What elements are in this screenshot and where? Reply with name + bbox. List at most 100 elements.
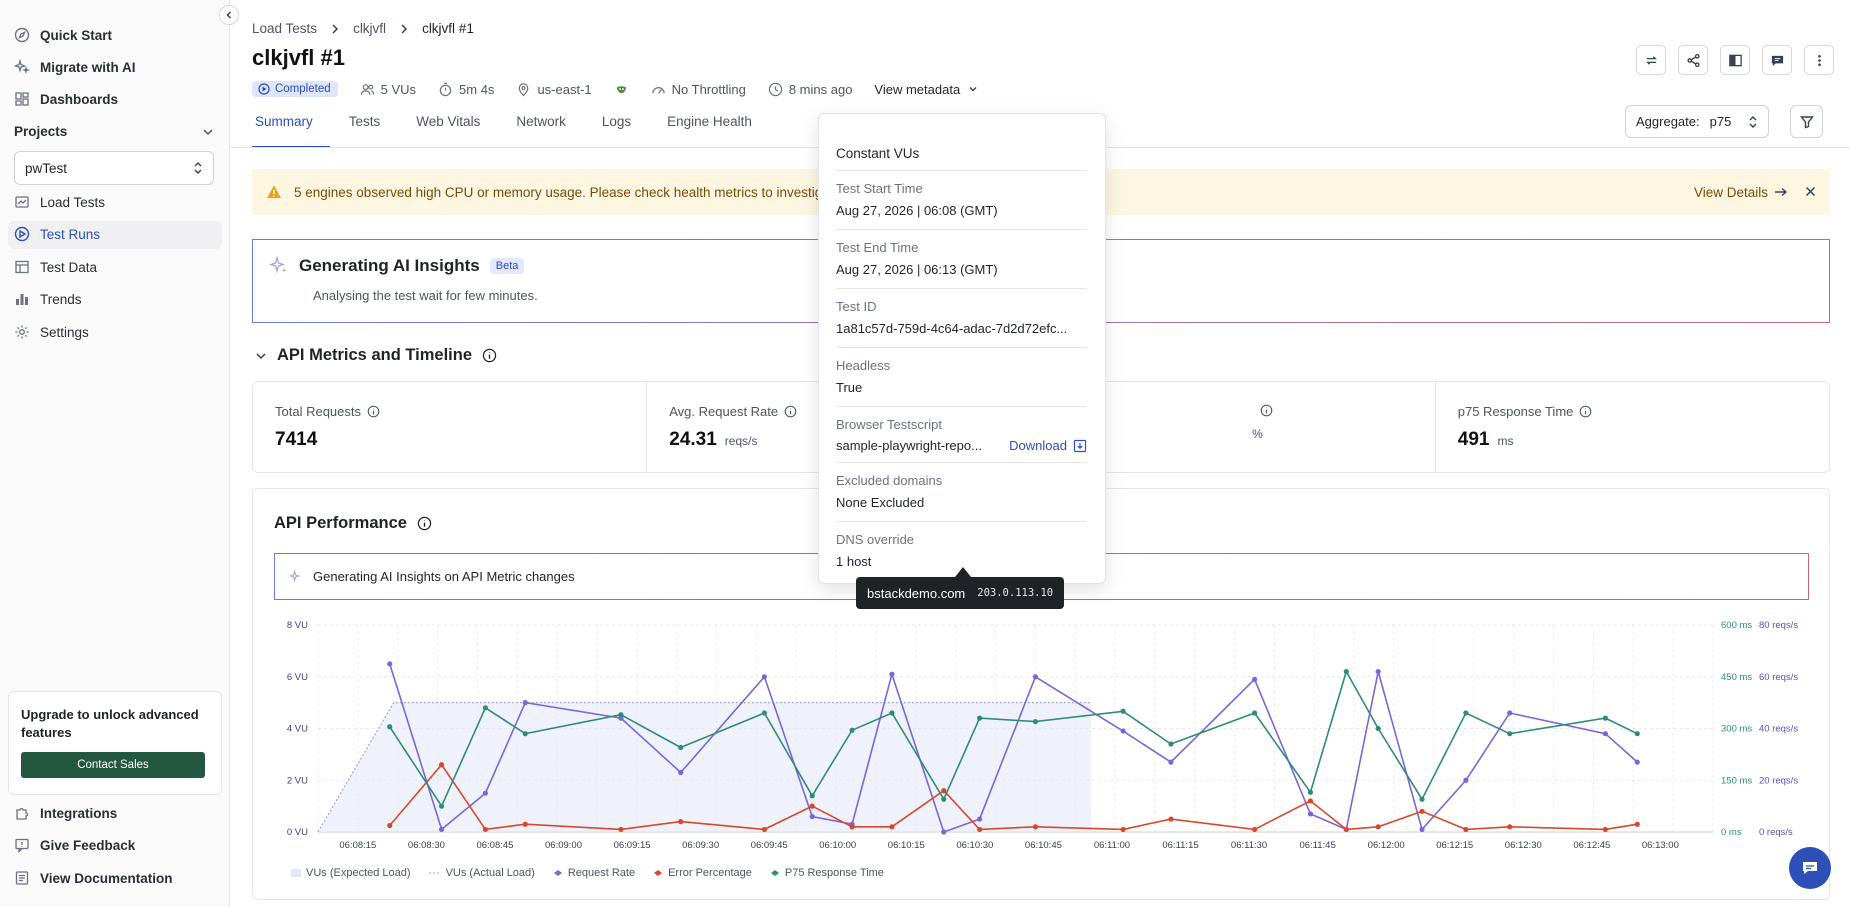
info-icon[interactable] xyxy=(1260,404,1273,417)
project-select[interactable]: pwTest xyxy=(14,151,214,185)
tab-web-vitals[interactable]: Web Vitals xyxy=(416,114,481,129)
metadata-load-type: Constant VUs xyxy=(836,134,1087,171)
x-tick-label: 06:09:30 xyxy=(682,840,719,851)
point-error-percentage xyxy=(482,826,488,833)
legend-swatch xyxy=(553,870,562,876)
chat-support-button[interactable] xyxy=(1789,847,1831,889)
legend-item-actual[interactable]: VUs (Actual Load) xyxy=(428,867,535,879)
point-error-percentage xyxy=(1463,826,1469,833)
chevron-right-icon xyxy=(332,23,339,34)
compare-button[interactable] xyxy=(1720,45,1750,75)
filter-button[interactable] xyxy=(1790,105,1823,138)
aggregate-select[interactable]: Aggregate: p75 xyxy=(1625,105,1769,138)
sidebar-item-view-documentation[interactable]: View Documentation xyxy=(14,866,173,890)
sidebar-item-integrations[interactable]: Integrations xyxy=(14,801,117,825)
tab-engine-health[interactable]: Engine Health xyxy=(667,114,752,129)
sidebar-item-dashboards[interactable]: Dashboards xyxy=(14,87,118,111)
legend-item-request-rate[interactable]: Request Rate xyxy=(553,867,635,879)
sidebar-item-settings[interactable]: Settings xyxy=(14,320,89,344)
point-p75-response-time xyxy=(438,803,445,809)
sidebar-item-label: Migrate with AI xyxy=(40,59,136,75)
legend-label: VUs (Expected Load) xyxy=(306,867,411,879)
duration-value: 5m 4s xyxy=(459,81,495,97)
status-icon xyxy=(258,83,270,95)
point-request-rate xyxy=(1168,759,1174,765)
puzzle-icon xyxy=(14,805,30,821)
breadcrumb-test[interactable]: clkjvfl xyxy=(353,21,387,36)
metadata-row: Test Start Time Aug 27, 2026 | 06:08 (GM… xyxy=(836,171,1087,230)
chart-legend: VUs (Expected Load) VUs (Actual Load) Re… xyxy=(291,867,884,879)
sidebar-item-migrate-ai[interactable]: Migrate with AI xyxy=(14,55,136,79)
point-error-percentage xyxy=(1120,826,1126,833)
y-tick-label-left: 4 VU xyxy=(287,724,308,735)
contact-sales-button[interactable]: Contact Sales xyxy=(21,752,205,778)
rerun-button[interactable] xyxy=(1636,45,1666,75)
metadata-label: Browser Testscript xyxy=(836,417,942,432)
y-tick-label-reqs: 0 reqs/s xyxy=(1759,827,1793,838)
tab-summary[interactable]: Summary xyxy=(252,104,330,148)
point-error-percentage xyxy=(678,819,684,825)
info-icon[interactable] xyxy=(784,405,797,418)
sidebar-item-load-tests[interactable]: Load Tests xyxy=(14,190,105,214)
view-details-link[interactable]: View Details xyxy=(1694,185,1788,200)
x-tick-label: 06:13:00 xyxy=(1642,840,1679,851)
sparkle-icon xyxy=(14,59,30,75)
point-request-rate xyxy=(809,813,815,820)
vus-meta: 5 VUs xyxy=(360,82,416,97)
tab-bar: Summary Tests Web Vitals Network Logs En… xyxy=(252,104,785,148)
point-request-rate xyxy=(522,700,528,706)
ai-insights-subtitle: Analysing the test wait for few minutes. xyxy=(313,288,538,303)
sidebar-item-test-data[interactable]: Test Data xyxy=(14,255,97,279)
point-error-percentage xyxy=(761,826,767,833)
share-button[interactable] xyxy=(1678,45,1708,75)
y-tick-label-ms: 300 ms xyxy=(1721,724,1752,735)
download-testscript-button[interactable]: Download xyxy=(1009,438,1087,453)
chevron-down-icon[interactable] xyxy=(202,126,214,138)
sidebar-item-test-runs[interactable]: Test Runs xyxy=(14,222,100,246)
sidebar-item-trends[interactable]: Trends xyxy=(14,287,82,311)
time-ago-value: 8 mins ago xyxy=(788,81,853,97)
tab-tests[interactable]: Tests xyxy=(348,114,381,129)
y-tick-label-ms: 600 ms xyxy=(1721,620,1752,631)
info-icon[interactable] xyxy=(1579,405,1592,418)
point-p75-response-time xyxy=(1032,719,1039,725)
line-error-percentage xyxy=(389,763,1638,831)
point-p75-response-time xyxy=(1168,741,1174,747)
more-options-button[interactable] xyxy=(1804,45,1834,75)
view-metadata-toggle[interactable]: View metadata xyxy=(874,82,978,97)
test-id-value[interactable]: 1a81c57d-759d-4c64-adac-7d2d72efc... xyxy=(836,321,1068,336)
legend-item-expected[interactable]: VUs (Expected Load) xyxy=(291,867,411,879)
kebab-icon xyxy=(1817,54,1821,66)
point-p75-response-time xyxy=(849,727,855,733)
y-tick-label-left: 2 VU xyxy=(287,775,308,786)
point-request-rate xyxy=(1463,777,1469,783)
point-p75-response-time xyxy=(1120,708,1126,714)
metadata-value: None Excluded xyxy=(836,495,925,510)
point-p75-response-time xyxy=(1419,796,1425,802)
chart-icon xyxy=(14,194,30,210)
point-request-rate xyxy=(1307,811,1314,817)
api-metrics-header[interactable]: API Metrics and Timeline xyxy=(255,346,497,365)
collapse-sidebar-button[interactable] xyxy=(219,5,239,25)
point-request-rate xyxy=(1419,826,1425,833)
breadcrumb-load-tests[interactable]: Load Tests xyxy=(252,21,318,36)
info-icon[interactable] xyxy=(367,405,380,418)
info-icon[interactable] xyxy=(482,348,497,363)
x-tick-label: 06:10:30 xyxy=(956,840,993,851)
sidebar-item-give-feedback[interactable]: Give Feedback xyxy=(14,833,135,857)
sidebar-item-label: Quick Start xyxy=(40,27,113,43)
legend-item-p75[interactable]: P75 Response Time xyxy=(770,867,884,879)
x-tick-label: 06:08:30 xyxy=(408,840,445,851)
line-actual-load xyxy=(317,702,1092,833)
sidebar-item-quick-start[interactable]: Quick Start xyxy=(14,23,112,47)
info-icon[interactable] xyxy=(417,516,432,531)
point-error-percentage xyxy=(809,803,815,809)
tab-network[interactable]: Network xyxy=(516,114,566,129)
dismiss-alert-button[interactable] xyxy=(1805,184,1816,200)
point-error-percentage xyxy=(522,821,528,827)
tab-logs[interactable]: Logs xyxy=(601,114,632,129)
dashboard-icon xyxy=(14,91,30,107)
legend-item-error[interactable]: Error Percentage xyxy=(653,867,752,879)
comments-button[interactable] xyxy=(1762,45,1792,75)
metadata-value: Aug 27, 2026 | 06:08 (GMT) xyxy=(836,203,998,218)
